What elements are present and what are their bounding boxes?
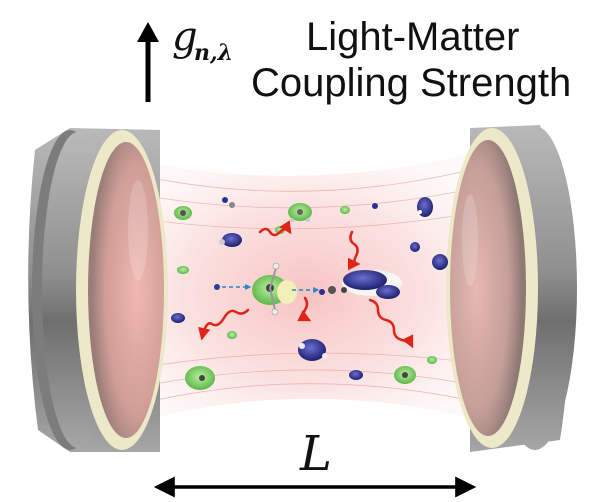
molecule-icon (219, 233, 242, 247)
green-molecule (252, 262, 297, 316)
title-line-2: Coupling Strength (251, 61, 571, 105)
molecule-icon (222, 197, 235, 208)
right-mirror (446, 125, 577, 452)
molecule-icon (298, 339, 328, 361)
up-arrow-icon (137, 22, 159, 102)
molecule-icon (340, 206, 350, 214)
molecule-icon (372, 203, 378, 209)
title-line-1: Light-Matter (306, 15, 519, 59)
coupling-symbol-subscript: n,λ (194, 40, 233, 66)
molecule-icon (410, 242, 420, 252)
molecule-icon (427, 356, 437, 364)
molecule-icon (185, 366, 216, 391)
molecule-icon (177, 266, 189, 274)
coupling-label: g n,λ Light-Matter Coupling Strength (137, 14, 571, 105)
left-mirror (28, 128, 168, 452)
molecule-icon (174, 206, 192, 220)
blue-molecule (319, 270, 402, 299)
energy-transfer (214, 284, 320, 293)
molecule-icon (417, 197, 433, 217)
molecule-icon (394, 366, 421, 384)
photon-wave-icon (198, 220, 414, 349)
molecule-icon (288, 203, 312, 222)
molecule-icon (349, 370, 363, 380)
cavity-field (110, 148, 500, 430)
coupling-symbol: g (172, 14, 198, 60)
molecule-icon (227, 331, 237, 339)
molecule-icon (432, 254, 448, 270)
cavity-length-label: L (299, 426, 332, 482)
molecule-icon (171, 313, 185, 323)
